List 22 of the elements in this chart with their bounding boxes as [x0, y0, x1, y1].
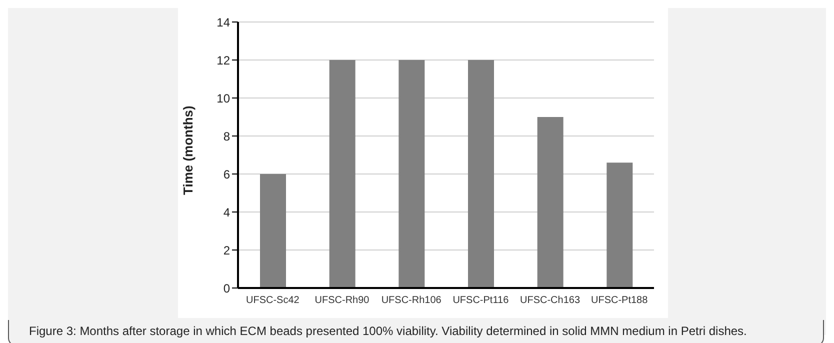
bar	[329, 60, 356, 288]
y-tick-label: 2	[223, 243, 230, 258]
y-tick-label: 6	[223, 167, 230, 182]
x-tick-label: UFSC-Rh106	[381, 295, 442, 306]
y-tick-label: 4	[223, 205, 230, 220]
bar	[606, 162, 633, 288]
x-tick-label: UFSC-Pt188	[590, 295, 648, 306]
caption: Figure 3: Months after storage in which ECM beads presented 100% viability. Viability determined in solid MMN medium in Petri dishes.	[29, 324, 747, 338]
bar	[537, 117, 564, 288]
x-tick-label: UFSC-Sc42	[246, 295, 300, 306]
x-tick-label: UFSC-Rh90	[314, 295, 370, 306]
y-tick-label: 10	[216, 91, 230, 106]
bar	[468, 60, 494, 288]
y-tick-label: 8	[223, 129, 230, 144]
bar	[398, 60, 425, 288]
y-tick-label: 0	[223, 281, 230, 296]
bar	[260, 174, 286, 288]
x-tick-label: UFSC-Ch163	[520, 295, 580, 306]
y-axis-title: Time (months)	[180, 106, 196, 195]
y-tick-label: 14	[216, 15, 230, 30]
x-tick-label: UFSC-Pt116	[452, 295, 510, 306]
y-tick-label: 12	[216, 53, 230, 68]
